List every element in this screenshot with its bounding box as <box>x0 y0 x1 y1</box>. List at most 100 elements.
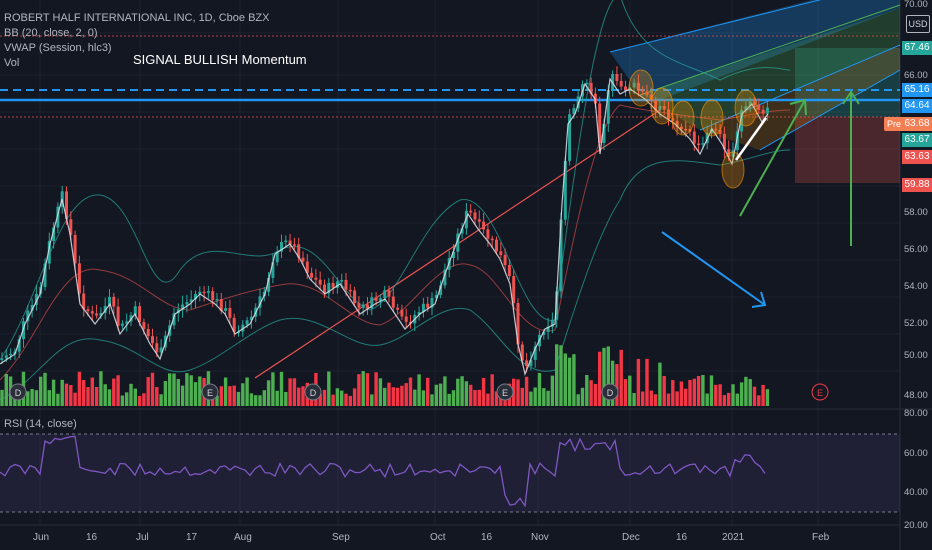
price-tick: 70.00 <box>904 0 928 10</box>
symbol-title[interactable]: ROBERT HALF INTERNATIONAL INC, 1D, Cboe … <box>4 12 270 24</box>
volume-bar <box>739 382 744 406</box>
candle-body <box>34 293 38 305</box>
candle-body <box>189 299 193 303</box>
candle-body <box>108 296 111 306</box>
candle-body <box>615 73 619 81</box>
green-arrow-right[interactable] <box>842 90 860 246</box>
event-marker[interactable] <box>201 383 219 401</box>
candle-body <box>125 321 129 324</box>
volume-bar <box>692 378 696 406</box>
bb-legend[interactable]: BB (20, close, 2, 0) <box>4 27 98 39</box>
green-arrow-left[interactable] <box>739 98 807 217</box>
candle-body <box>194 293 197 300</box>
vol-legend[interactable]: Vol <box>4 57 20 69</box>
volume-bar <box>567 357 572 406</box>
volume-bar <box>193 382 198 406</box>
candle-body <box>159 347 163 353</box>
volume-bar <box>542 388 546 406</box>
volume-bar <box>383 387 387 406</box>
volume-bar <box>180 385 185 406</box>
volume-bar <box>357 374 361 406</box>
volume-bar <box>90 377 94 406</box>
volume-bar <box>64 383 69 406</box>
candle-body <box>632 82 636 88</box>
candle-body <box>245 320 249 325</box>
candle-body <box>258 296 262 308</box>
volume-bars <box>0 344 770 406</box>
volume-bar <box>361 371 365 406</box>
volume-bar <box>86 387 90 406</box>
volume-bar <box>150 372 155 406</box>
volume-bar <box>365 373 370 406</box>
highlight-circles[interactable] <box>628 69 758 189</box>
candle-body <box>667 109 670 119</box>
candle-body <box>82 293 86 310</box>
candle-body <box>606 89 610 124</box>
white-trend-arrow[interactable] <box>734 117 768 161</box>
volume-bar <box>524 376 529 406</box>
candle-body <box>284 240 288 243</box>
volume-bar <box>705 393 709 406</box>
event-marker[interactable] <box>496 383 514 401</box>
blue-arrow-down[interactable] <box>661 231 767 308</box>
volume-bar <box>387 382 391 406</box>
candle-body <box>116 306 120 326</box>
candle-body <box>636 82 640 90</box>
candle-body <box>525 360 529 367</box>
volume-bar <box>82 379 86 406</box>
volume-bar <box>107 389 112 406</box>
price-tag-last: 63.67 <box>902 133 932 147</box>
candle-body <box>318 279 322 285</box>
candle-body <box>267 277 271 292</box>
candle-body <box>641 89 645 92</box>
volume-bar <box>60 379 64 406</box>
candle-body <box>512 276 516 304</box>
grid <box>0 0 900 525</box>
event-marker[interactable] <box>9 383 27 401</box>
candle-body <box>112 296 116 307</box>
event-marker[interactable] <box>811 383 829 401</box>
candle-body <box>172 313 176 326</box>
volume-bar <box>658 362 662 406</box>
volume-bar <box>666 393 671 406</box>
candle-body <box>757 104 761 110</box>
stop-loss-zone[interactable] <box>795 117 900 183</box>
volume-bar <box>598 351 602 406</box>
candle-body <box>387 290 391 297</box>
volume-bar <box>137 395 142 406</box>
candle-body <box>340 279 344 282</box>
candle-body <box>486 229 490 239</box>
volume-bar <box>228 386 232 406</box>
candle-body <box>310 272 314 278</box>
volume-bar <box>215 395 219 406</box>
candle-body <box>99 312 103 316</box>
candle-body <box>43 263 47 287</box>
event-marker[interactable] <box>304 383 322 401</box>
rsi-tick: 40.00 <box>904 487 928 498</box>
candle-body <box>731 150 735 157</box>
volume-bar <box>464 381 469 406</box>
candle-body <box>198 291 202 294</box>
volume-bar <box>580 387 585 406</box>
volume-bar <box>645 358 649 406</box>
candle-body <box>404 316 408 322</box>
candle-body <box>439 285 443 296</box>
currency-button[interactable]: USD <box>906 15 930 33</box>
event-marker[interactable] <box>601 383 619 401</box>
candle-body <box>120 323 124 326</box>
volume-bar <box>284 392 288 406</box>
price-tick: 52.00 <box>904 318 928 329</box>
candle-body <box>344 279 348 290</box>
volume-bar <box>378 378 383 406</box>
volume-bar <box>765 389 770 406</box>
event-marker-label: D <box>15 388 22 398</box>
volume-bar <box>499 395 503 406</box>
rsi-legend[interactable]: RSI (14, close) <box>4 418 77 430</box>
volume-bar <box>258 395 262 406</box>
vwap-legend[interactable]: VWAP (Session, hlc3) <box>4 42 112 54</box>
volume-bar <box>727 392 731 406</box>
price-tag-pre: 63.68 <box>902 117 932 131</box>
candle-body <box>146 329 150 337</box>
